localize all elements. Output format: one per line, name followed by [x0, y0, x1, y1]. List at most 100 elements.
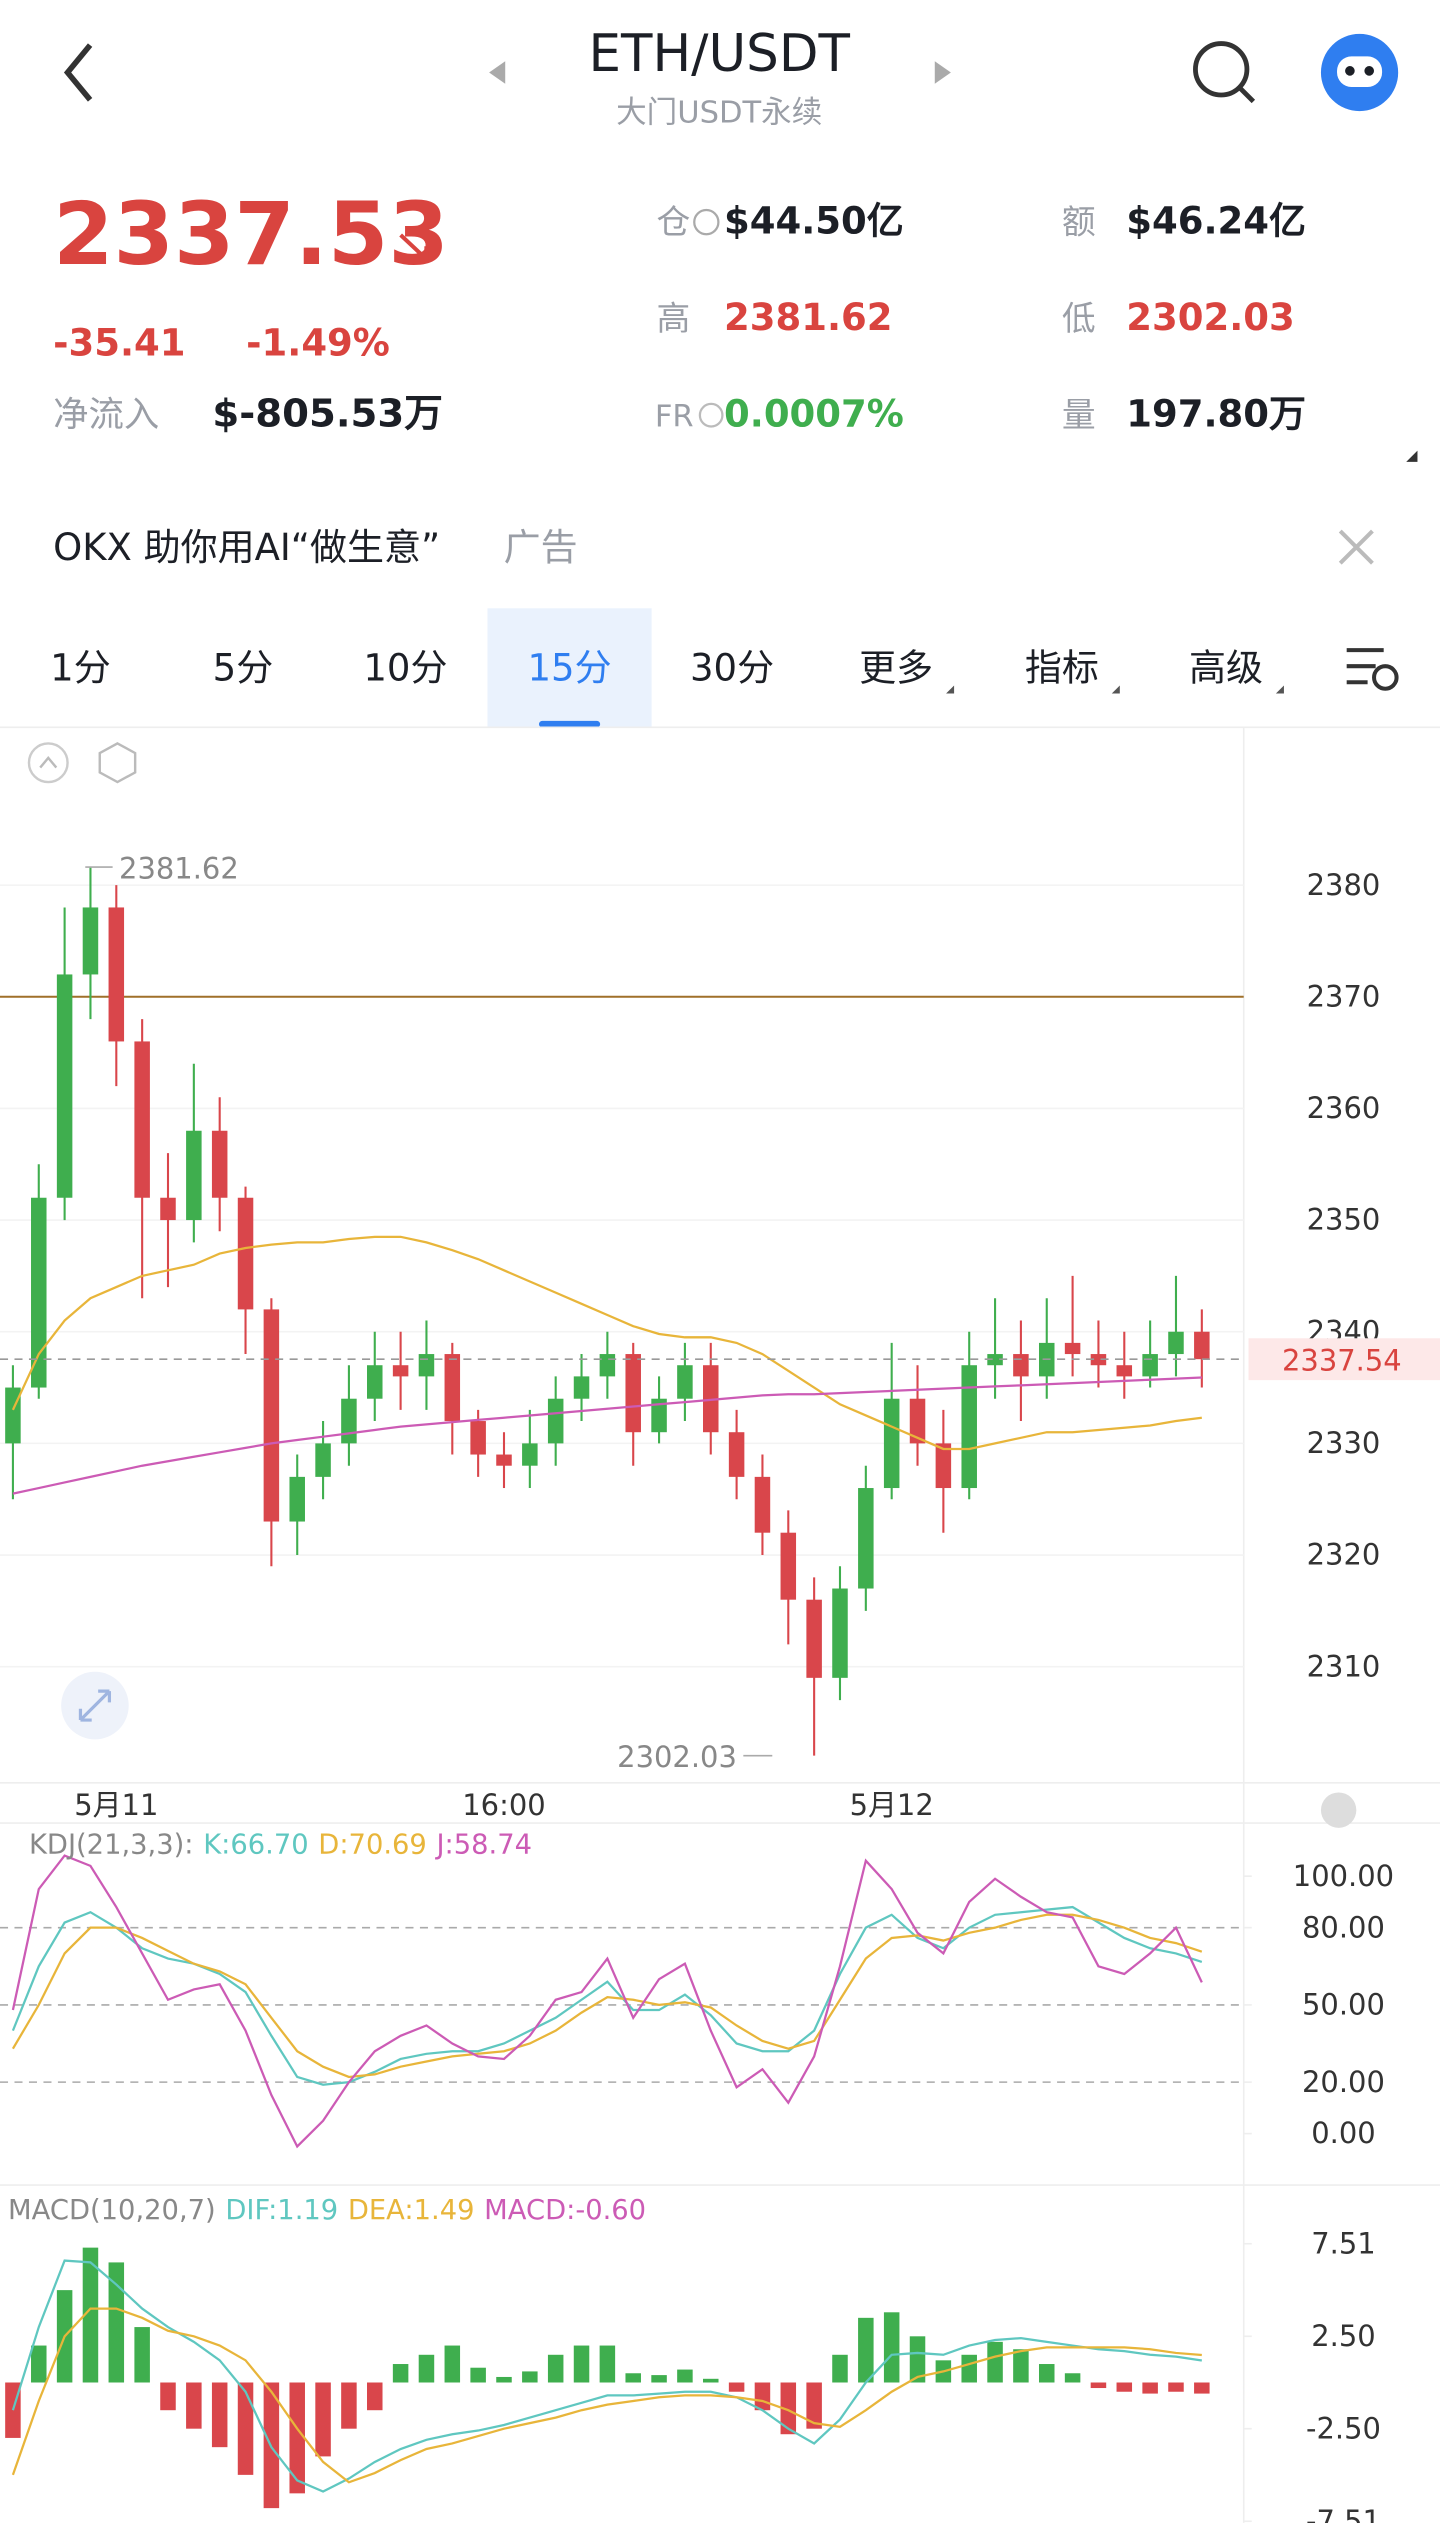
candle-body [987, 1354, 1003, 1366]
stat-label: 仓 [656, 202, 690, 241]
macd-bar [341, 2382, 357, 2429]
ad-text[interactable]: OKX 助你用AI“做生意” [53, 526, 440, 569]
macd-bar [315, 2382, 331, 2457]
tab[interactable]: 指标 [1025, 647, 1099, 690]
candle-body [547, 1398, 564, 1444]
macd-bar [444, 2345, 461, 2383]
prev-pair[interactable] [489, 61, 506, 84]
info-icon[interactable] [693, 208, 720, 236]
indicator-line [11, 1854, 1203, 2149]
settings-button[interactable] [98, 742, 137, 784]
candle-body [677, 1365, 693, 1399]
info-icon[interactable] [698, 402, 724, 428]
candle-body [392, 1365, 409, 1377]
macd-bar [961, 2354, 977, 2383]
legend-entry: DIF:1.19 [225, 2195, 338, 2226]
macd-bar [883, 2312, 900, 2383]
stat-value: 0.0007% [724, 392, 904, 435]
search-button[interactable] [1193, 41, 1256, 104]
macd-bar [1038, 2364, 1055, 2383]
candle-body [858, 1488, 874, 1589]
candle-body [806, 1599, 822, 1678]
legend-entry: K:66.70 [203, 1830, 308, 1861]
search-icon [1238, 86, 1256, 104]
jump-latest[interactable] [1320, 1792, 1357, 1828]
macd-bar [832, 2354, 848, 2383]
tab[interactable]: 更多 [859, 647, 933, 690]
macd-bar [677, 2369, 693, 2383]
candle-body [470, 1421, 486, 1455]
inflow-label: 净流入 [53, 394, 159, 435]
macd-bar [1142, 2382, 1158, 2394]
y-tick-label: 2320 [1307, 1538, 1381, 1572]
macd-bar [728, 2382, 745, 2392]
candle-body [31, 1197, 47, 1388]
candle-body [522, 1443, 538, 1466]
last-price-tag [1248, 1338, 1440, 1381]
macd-bar [108, 2262, 125, 2383]
y-tick-label: 20.00 [1302, 2065, 1385, 2099]
pair-title[interactable]: ETH/USDT [588, 24, 850, 84]
tab[interactable]: 15分 [528, 647, 612, 690]
collapse-button[interactable] [27, 742, 69, 784]
legend-entry: DEA:1.49 [348, 2195, 475, 2226]
candle-body [1116, 1365, 1133, 1377]
price-change: -35.41 [53, 322, 185, 365]
stat-value: 2381.62 [724, 296, 893, 339]
last-price: 2337.53 [53, 184, 449, 285]
candle-body [367, 1365, 383, 1399]
macd-bar [806, 2382, 822, 2429]
macd-bar [237, 2382, 254, 2475]
candle-body [651, 1398, 667, 1433]
candle-body [1194, 1331, 1210, 1360]
y-tick-label: 50.00 [1302, 1988, 1385, 2022]
candle-body [160, 1197, 176, 1221]
chart-settings[interactable] [1346, 648, 1399, 691]
back-button[interactable] [63, 43, 93, 102]
candle-body [1168, 1331, 1184, 1355]
high-label: 2381.62 [119, 851, 239, 885]
last-price-label: 2337.54 [1282, 1343, 1402, 1377]
moving-average [12, 1376, 1202, 1495]
macd-bar [289, 2382, 305, 2494]
ad-close[interactable] [1338, 529, 1374, 565]
stat-value: 197.80万 [1126, 392, 1306, 435]
pair-subtitle: 大门USDT永续 [616, 95, 822, 130]
candle-body [418, 1354, 435, 1377]
macd-bar [858, 2317, 874, 2383]
y-tick-label: 80.00 [1302, 1910, 1385, 1944]
candle-body [444, 1354, 461, 1422]
tab[interactable]: 5分 [213, 647, 274, 690]
x-tick-label: 5月12 [850, 1788, 934, 1822]
y-tick-label: 2310 [1307, 1649, 1381, 1683]
indicator-line [11, 1913, 1203, 2079]
legend-entry: D:70.69 [318, 1830, 427, 1861]
y-tick-label: 2330 [1307, 1426, 1381, 1460]
stat-label: 额 [1062, 202, 1096, 241]
candle-body [186, 1130, 202, 1221]
candle-body [573, 1376, 590, 1399]
down-arrow [399, 233, 429, 262]
next-pair[interactable] [934, 61, 951, 84]
settings-icon [1372, 664, 1399, 691]
macd-bar [573, 2345, 590, 2383]
macd-bar [1064, 2373, 1081, 2383]
candle-body [237, 1197, 254, 1310]
avatar-face [1337, 56, 1383, 87]
candle-body [496, 1454, 512, 1466]
y-tick-label: 2380 [1307, 868, 1381, 902]
macd-bar [1168, 2382, 1184, 2392]
candle-body [754, 1476, 771, 1533]
candle-body [961, 1365, 977, 1489]
tab[interactable]: 高级 [1189, 647, 1263, 690]
x-tick-label: 16:00 [462, 1788, 545, 1822]
tab[interactable]: 1分 [50, 647, 111, 690]
avatar[interactable] [1320, 33, 1399, 112]
tab[interactable]: 10分 [363, 647, 447, 690]
tab[interactable]: 30分 [690, 647, 774, 690]
macd-bar [496, 2376, 512, 2383]
candle-body [1142, 1354, 1158, 1377]
timeframe-tabs: 1分 5分 10分 15分 30分 更多 指标 高级 [50, 608, 1284, 728]
